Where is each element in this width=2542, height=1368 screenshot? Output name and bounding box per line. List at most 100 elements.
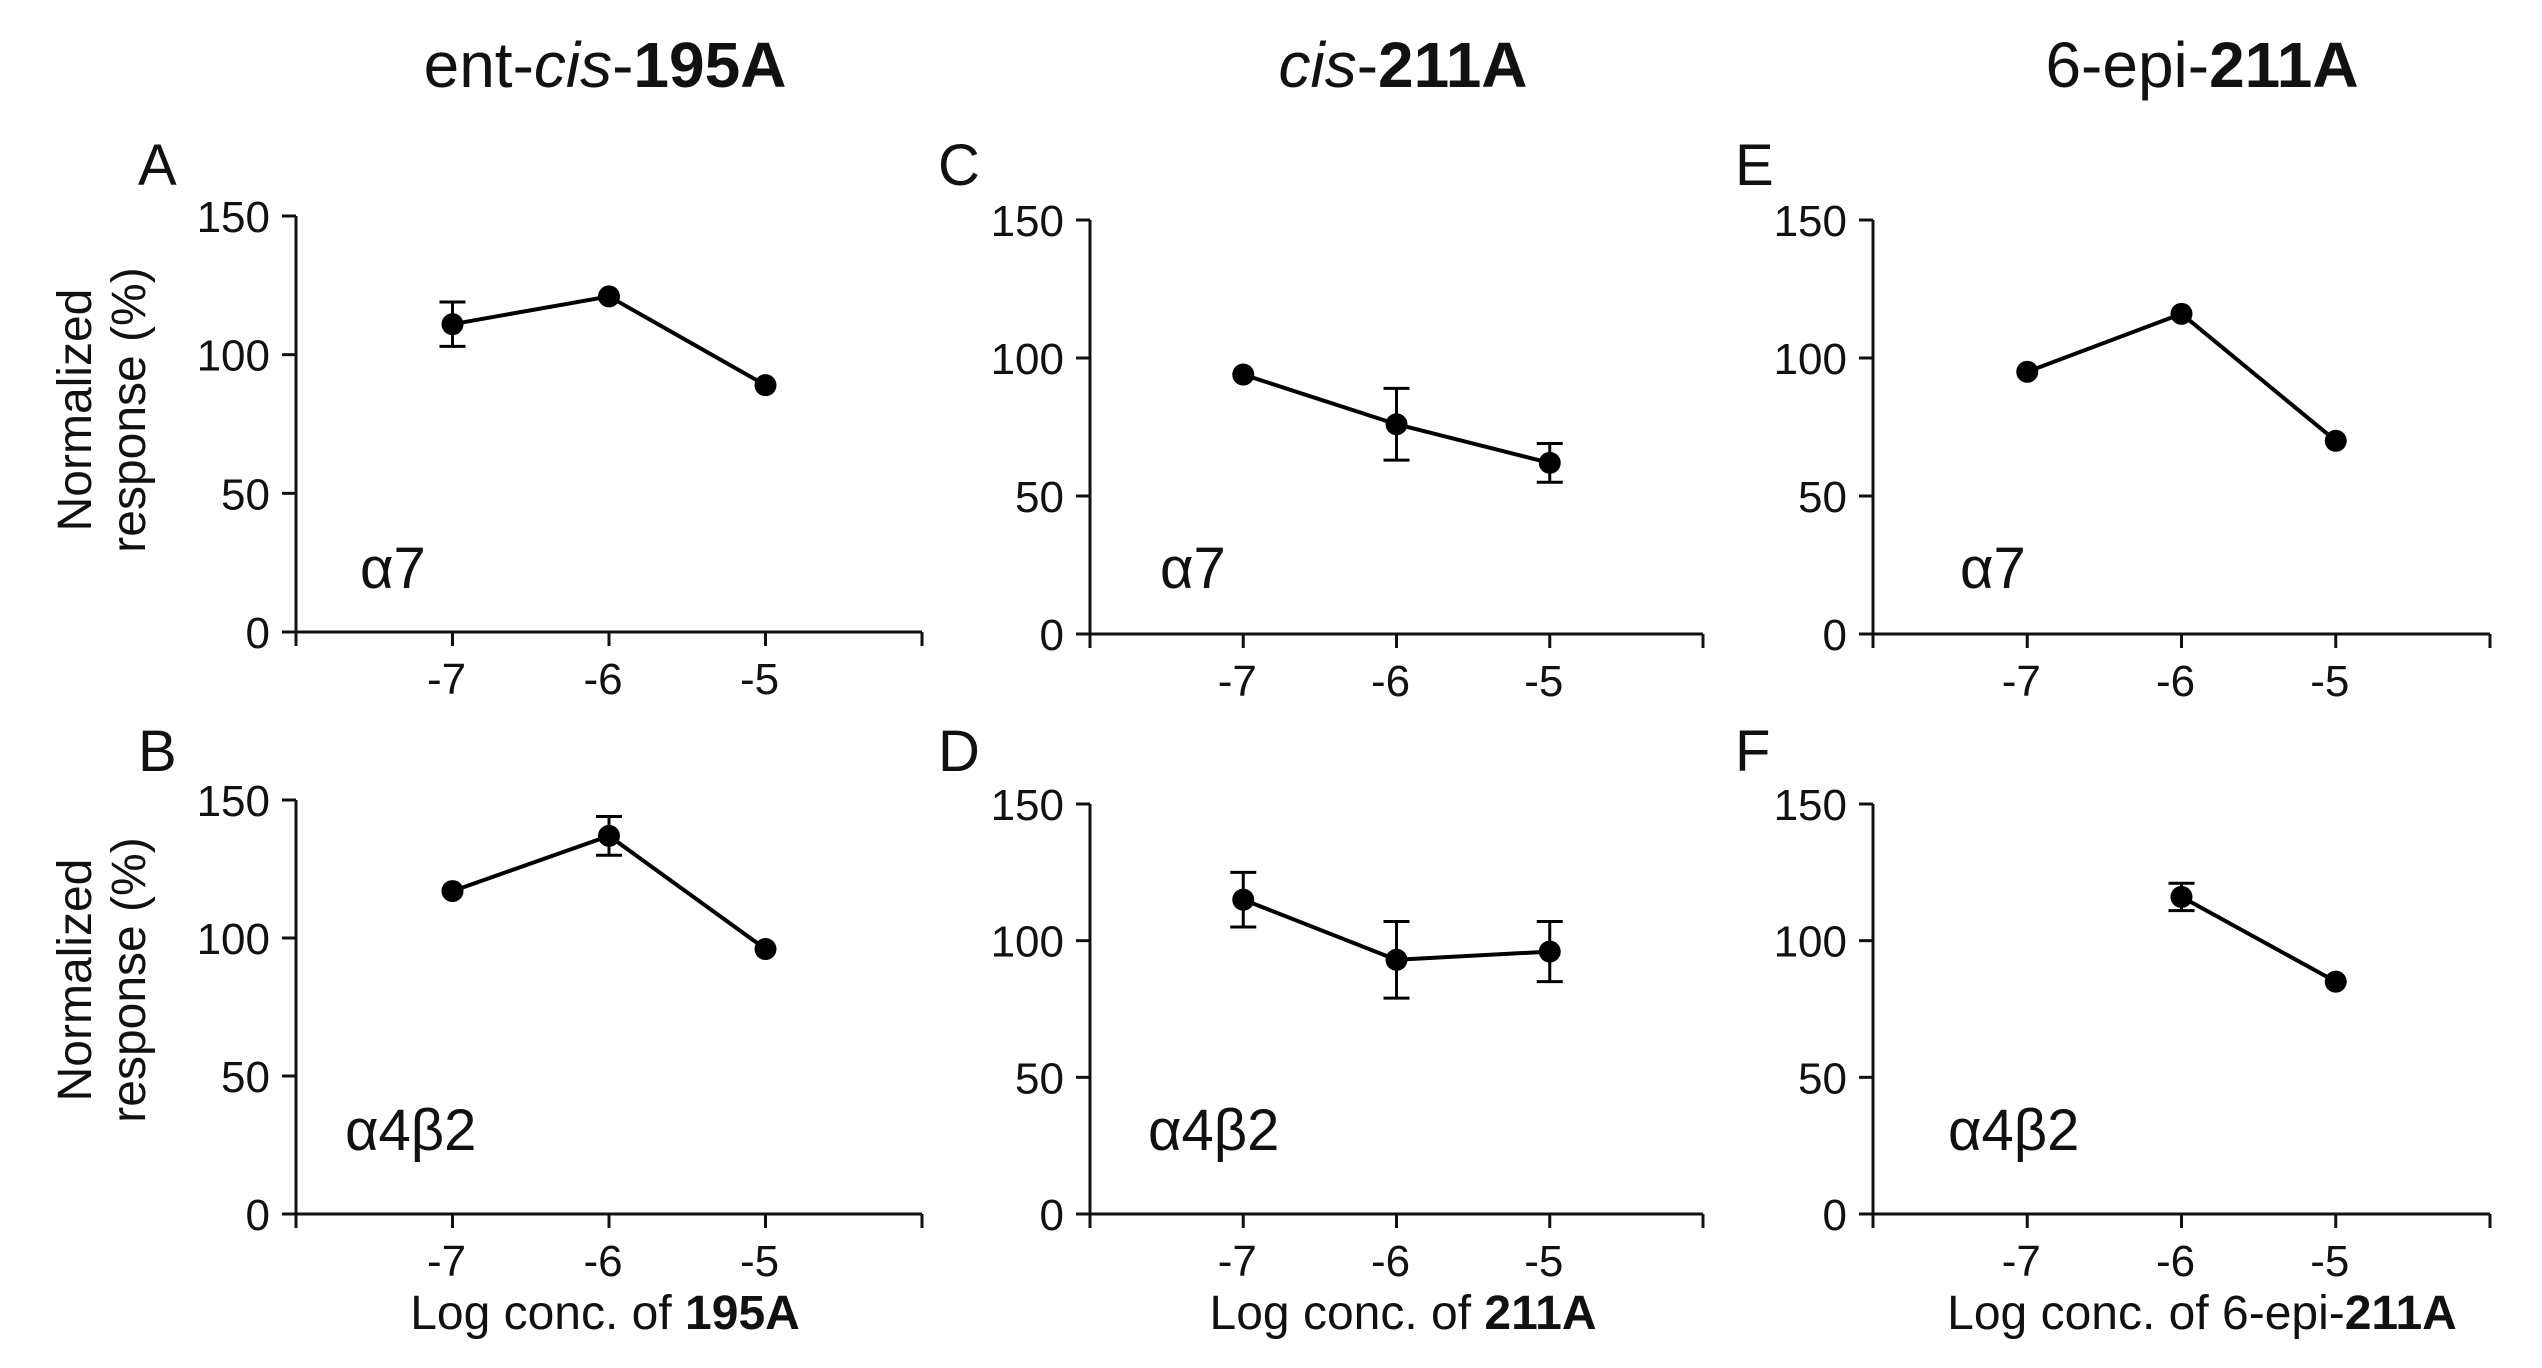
panel-e-data-point — [2324, 429, 2347, 452]
x-axis-label-3: Log conc. of 6-epi-211A — [1802, 1286, 2542, 1341]
panel-f-y-tick-label: 50 — [1798, 1054, 1847, 1103]
panel-b-data-point — [754, 938, 777, 961]
column-title-2-bold: 211A — [1378, 29, 1528, 101]
panel-e-data-point — [2170, 302, 2193, 325]
panel-f-series-line — [2180, 895, 2337, 984]
panel-a-annotation: α7 — [360, 536, 426, 601]
x-axis-label-3-bold: 211A — [2344, 1287, 2457, 1340]
panel-f-y-tick-label: 150 — [1774, 781, 1847, 830]
x-axis-label-2: Log conc. of 211A — [1003, 1286, 1803, 1341]
panel-b-y-tick-label: 0 — [246, 1191, 270, 1240]
panel-letter-f: F — [1735, 719, 1771, 784]
panel-letter-e: E — [1735, 133, 1774, 198]
panel-c-data-point — [1232, 363, 1255, 386]
panel-b-x-tick-label: -7 — [427, 1237, 466, 1286]
panel-e-y-tick-label: 50 — [1798, 473, 1847, 522]
panel-d-x-tick-label: -6 — [1371, 1237, 1410, 1286]
panel-f-y-tick-label: 0 — [1823, 1191, 1847, 1240]
panel-d-plot: 0 50 100 150 -7 -6 -5 α4β2 — [991, 781, 1705, 1286]
panel-b-x-tick-label: -5 — [740, 1237, 779, 1286]
panel-b-y-tick-label: 50 — [221, 1053, 270, 1102]
panel-letter-b: B — [138, 719, 177, 784]
panel-a-data-point — [598, 285, 620, 308]
panel-d-x-tick-label: -5 — [1524, 1237, 1563, 1286]
panel-letter-c: C — [938, 133, 980, 198]
panel-a-x-tick-label: -7 — [427, 655, 466, 704]
panel-f-data-point — [2170, 885, 2193, 908]
panel-f-x-tick-label: -6 — [2156, 1237, 2195, 1286]
panel-c-y-tick-label: 50 — [1015, 473, 1064, 522]
panel-c-y-tick-label: 150 — [991, 197, 1064, 246]
panel-c-plot: 0 50 100 150 -7 -6 -5 α7 — [991, 197, 1705, 706]
panel-e-annotation: α7 — [1960, 536, 2026, 601]
panel-a-x-tick-label: -5 — [740, 655, 779, 704]
x-axis-label-2-pre: Log conc. of — [1209, 1287, 1485, 1340]
x-axis-label-2-bold: 211A — [1484, 1287, 1597, 1340]
panel-d-y-tick-label: 150 — [991, 781, 1064, 830]
panel-a-x-tick-label: -6 — [583, 655, 622, 704]
panel-d-annotation: α4β2 — [1148, 1098, 1279, 1163]
panel-a-y-tick-label: 0 — [246, 609, 270, 658]
panel-f-plot: 0 50 100 150 -7 -6 -5 α4β2 — [1774, 781, 2492, 1286]
panel-a-y-tick-label: 100 — [197, 332, 270, 381]
panel-f-annotation: α4β2 — [1948, 1098, 2079, 1163]
panel-b-x-tick-label: -6 — [583, 1237, 622, 1286]
panel-a-plot: 0 50 100 150 -7 -6 -5 α7 — [197, 193, 924, 704]
panel-e-data-point — [2016, 360, 2039, 383]
panel-f-y-tick-label: 100 — [1774, 918, 1847, 967]
panel-d-data-point — [1385, 948, 1408, 971]
column-title-2-ital: cis — [1278, 29, 1357, 101]
panel-b-plot: 0 50 100 150 -7 -6 -5 α4β2 — [197, 777, 924, 1286]
panel-d-y-tick-label: 0 — [1040, 1191, 1064, 1240]
column-title-1-pre: ent- — [423, 29, 534, 101]
panel-e-x-tick-label: -5 — [2310, 657, 2349, 706]
panel-e-y-tick-label: 100 — [1774, 335, 1847, 384]
panel-e-series-line — [2026, 311, 2338, 443]
column-title-3: 6-epi-211A — [1802, 28, 2542, 102]
panel-c-x-tick-label: -7 — [1218, 657, 1257, 706]
panel-d-x-tick-label: -7 — [1218, 1237, 1257, 1286]
panel-f-x-tick-label: -7 — [2002, 1237, 2041, 1286]
panel-b-y-tick-label: 100 — [197, 915, 270, 964]
panel-c-y-tick-label: 100 — [991, 335, 1064, 384]
panel-b-data-point — [598, 824, 620, 847]
panel-f-data-point — [2324, 970, 2347, 993]
panel-e-y-tick-label: 150 — [1774, 197, 1847, 246]
x-axis-label-1-bold: 195A — [685, 1287, 800, 1340]
x-axis-label-1-pre: Log conc. of — [410, 1287, 686, 1340]
panel-a-data-point — [441, 313, 464, 336]
panel-d-data-point — [1538, 940, 1561, 963]
panel-e-plot: 0 50 100 150 -7 -6 -5 α7 — [1774, 197, 2492, 706]
x-axis-label-1: Log conc. of 195A — [205, 1286, 1005, 1341]
column-title-1: ent-cis-195A — [205, 28, 1005, 102]
panel-e-y-tick-label: 0 — [1823, 611, 1847, 660]
column-title-2: cis-211A — [1003, 28, 1803, 102]
column-title-1-sep: - — [612, 29, 634, 101]
panel-d-y-tick-label: 100 — [991, 918, 1064, 967]
column-title-1-ital: cis — [533, 29, 613, 101]
panel-e-x-tick-label: -7 — [2002, 657, 2041, 706]
column-title-2-sep: - — [1356, 29, 1379, 101]
column-title-1-bold: 195A — [633, 29, 787, 101]
column-title-3-pre: 6-epi- — [2045, 29, 2210, 101]
panel-c-data-point — [1538, 451, 1561, 474]
panel-c-x-tick-label: -5 — [1524, 657, 1563, 706]
x-axis-label-3-pre: Log conc. of 6-epi- — [1947, 1287, 2345, 1340]
panel-d-y-tick-label: 50 — [1015, 1054, 1064, 1103]
column-title-3-bold: 211A — [2209, 29, 2359, 101]
panel-c-y-tick-label: 0 — [1040, 611, 1064, 660]
panel-a-y-tick-label: 150 — [197, 193, 270, 242]
panel-a-y-tick-label: 50 — [221, 470, 270, 519]
panel-c-x-tick-label: -6 — [1371, 657, 1410, 706]
panel-c-annotation: α7 — [1160, 536, 1226, 601]
panel-b-y-tick-label: 150 — [197, 777, 270, 826]
panel-f-x-tick-label: -5 — [2310, 1237, 2349, 1286]
panel-letter-a: A — [138, 133, 177, 198]
panel-b-data-point — [441, 880, 464, 903]
panel-e-x-tick-label: -6 — [2156, 657, 2195, 706]
panel-letter-d: D — [938, 719, 980, 784]
panel-a-data-point — [754, 374, 777, 397]
panel-b-annotation: α4β2 — [345, 1098, 476, 1163]
